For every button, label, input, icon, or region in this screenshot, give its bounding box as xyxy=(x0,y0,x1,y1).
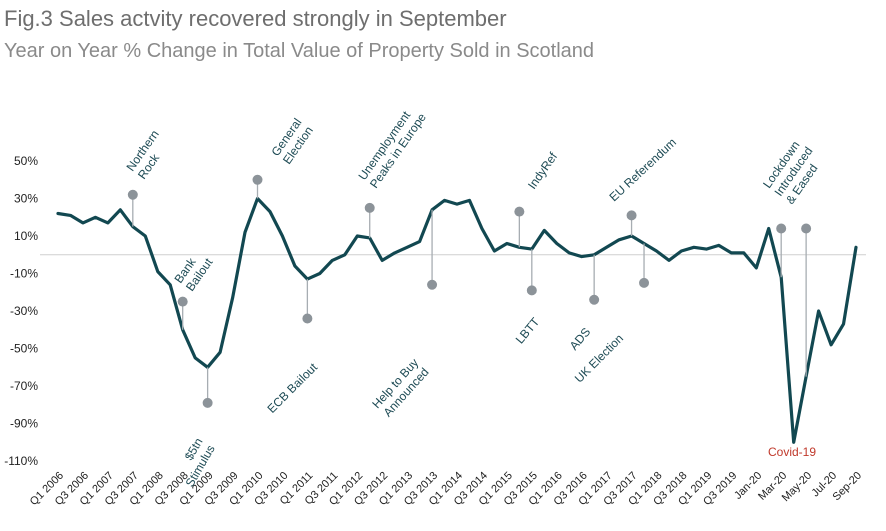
y-tick-label: -90% xyxy=(10,417,38,431)
y-tick-label: 10% xyxy=(14,229,38,243)
annotation-marker xyxy=(302,313,313,324)
annotation-label: NorthernRock xyxy=(124,127,174,181)
chart-subtitle: Year on Year % Change in Total Value of … xyxy=(4,40,595,62)
annotation-label: LBTT xyxy=(513,314,543,346)
annotation-label-line: ADS xyxy=(567,325,594,353)
annotation-marker xyxy=(364,202,375,213)
chart-title: Fig.3 Sales actvity recovered strongly i… xyxy=(4,6,507,31)
annotation-marker xyxy=(202,397,213,408)
annotation-label: Covid-19 xyxy=(768,445,816,459)
y-tick-label: 50% xyxy=(14,154,38,168)
annotation-marker xyxy=(639,277,650,288)
series-layer xyxy=(56,196,858,444)
annotation: GeneralElection xyxy=(252,116,316,199)
annotation: UK Election xyxy=(572,243,650,385)
y-tick-label: -50% xyxy=(10,342,38,356)
annotation-marker xyxy=(776,223,787,234)
annotation: ECB Bailout xyxy=(264,279,321,416)
y-axis-ticks: 50% 30% 10% -10% -30% -50% -70% -90% -110% xyxy=(4,154,38,468)
annotation-label-line: EU Referendum xyxy=(606,135,678,204)
series-line xyxy=(56,196,858,444)
y-tick-label: -110% xyxy=(4,454,38,468)
annotation: IndyRef xyxy=(514,149,561,248)
y-tick-label: 30% xyxy=(14,192,38,206)
annotation-label: ADS xyxy=(567,325,594,353)
annotation-marker xyxy=(626,210,637,221)
annotation: Covid-19 xyxy=(768,445,816,459)
annotation-label-line: IndyRef xyxy=(525,149,561,191)
annotation-marker xyxy=(427,279,438,290)
annotation: NorthernRock xyxy=(124,127,174,227)
annotation-marker xyxy=(514,206,525,217)
annotation-label-line: ECB Bailout xyxy=(264,360,320,416)
annotation: LockdownIntroduced& Eased xyxy=(760,136,827,377)
annotation-label: LockdownIntroduced& Eased xyxy=(760,136,827,207)
annotation-label: UnemploymentPeaks in Europe xyxy=(356,102,430,190)
annotation-marker xyxy=(127,189,138,200)
y-tick-label: -70% xyxy=(10,379,38,393)
annotation-marker xyxy=(526,285,537,296)
annotation: UnemploymentPeaks in Europe xyxy=(356,102,430,238)
annotation-label-line: LBTT xyxy=(513,314,543,346)
annotation-label: ECB Bailout xyxy=(264,360,320,416)
annotation-label-line: Covid-19 xyxy=(768,445,816,459)
annotation: EU Referendum xyxy=(606,135,679,236)
annotation: ADS xyxy=(567,254,600,353)
annotation: LBTT xyxy=(513,249,543,346)
annotation-label: IndyRef xyxy=(525,149,561,191)
annotation-label: Help to BuyAnnounced xyxy=(369,356,431,421)
y-tick-label: -10% xyxy=(10,267,38,281)
annotation-layer: NorthernRock BankBailout $5tnStimulus Gener… xyxy=(124,102,827,489)
annotation-marker xyxy=(589,294,600,305)
annotation-label: BankBailout xyxy=(172,247,216,294)
annotation-marker xyxy=(177,296,188,307)
annotation: $5tnStimulus xyxy=(182,367,218,489)
annotation-marker xyxy=(801,223,812,234)
annotation-label: GeneralElection xyxy=(269,116,316,167)
y-tick-label: -30% xyxy=(10,304,38,318)
annotation-marker xyxy=(252,174,263,185)
annotation-label: EU Referendum xyxy=(606,135,678,204)
annotation: Help to BuyAnnounced xyxy=(369,209,438,421)
